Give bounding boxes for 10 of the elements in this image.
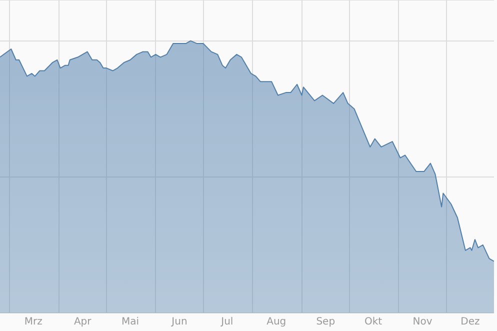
x-tick-label: Jun	[170, 316, 188, 328]
x-tick-label: Dez	[460, 316, 480, 328]
x-tick-label: Mrz	[24, 316, 42, 328]
x-tick-label: Okt	[364, 316, 382, 328]
x-tick-label: Apr	[74, 316, 92, 328]
x-tick-label: Nov	[412, 316, 432, 328]
x-tick-label: Mai	[121, 316, 140, 328]
x-tick-label: Jul	[220, 316, 234, 328]
x-tick-label: Sep	[316, 316, 336, 328]
x-tick-label: Aug	[266, 316, 286, 328]
